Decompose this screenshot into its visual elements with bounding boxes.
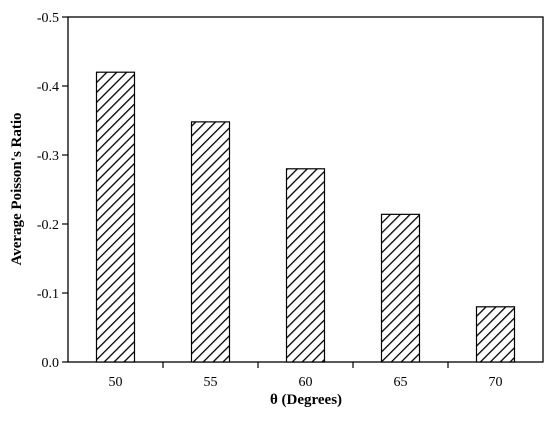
y-tick-label: -0.3 bbox=[37, 149, 59, 164]
x-tick-label: 55 bbox=[204, 375, 218, 390]
x-tick-label: 50 bbox=[109, 375, 123, 390]
x-tick-label: 70 bbox=[489, 375, 503, 390]
y-tick-label: -0.4 bbox=[37, 80, 59, 95]
bar-series bbox=[95, 71, 516, 363]
y-tick-label: -0.1 bbox=[37, 287, 59, 302]
y-axis-title: Average Poisson's Ratio bbox=[9, 112, 25, 265]
y-axis: 0.0 -0.1 -0.2 -0.3 -0.4 -0.5 bbox=[37, 11, 68, 371]
y-tick-label: -0.2 bbox=[37, 218, 59, 233]
y-tick-label: -0.5 bbox=[37, 11, 59, 26]
bar-50 bbox=[95, 71, 136, 363]
x-tick-label: 65 bbox=[394, 375, 408, 390]
bar-65 bbox=[380, 213, 421, 363]
x-tick-label: 60 bbox=[299, 375, 313, 390]
bar-55 bbox=[190, 121, 231, 363]
y-tick-label: 0.0 bbox=[42, 356, 60, 371]
bar-60 bbox=[285, 168, 326, 363]
x-axis: 50 55 60 65 70 bbox=[109, 362, 503, 390]
bar-70 bbox=[475, 306, 516, 363]
x-axis-title: θ (Degrees) bbox=[270, 392, 342, 408]
